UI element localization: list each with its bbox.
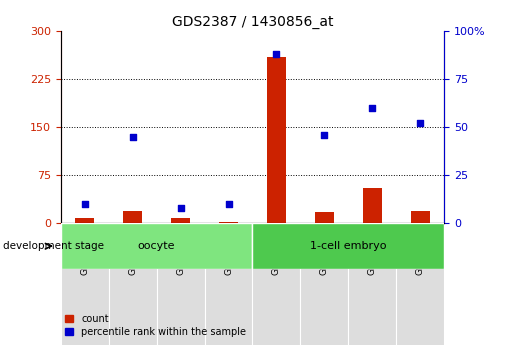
Bar [315, 212, 334, 223]
FancyBboxPatch shape [109, 223, 157, 345]
Bar [363, 188, 382, 223]
Bar [61, 223, 252, 269]
Text: development stage: development stage [3, 241, 104, 251]
Legend: count, percentile rank within the sample: count, percentile rank within the sample [66, 314, 246, 337]
Point [416, 121, 424, 126]
FancyBboxPatch shape [300, 223, 348, 345]
Point [272, 51, 280, 57]
Bar [267, 57, 286, 223]
Text: oocyte: oocyte [138, 241, 175, 251]
Bar [252, 223, 444, 269]
Title: GDS2387 / 1430856_at: GDS2387 / 1430856_at [172, 14, 333, 29]
Bar [171, 218, 190, 223]
Bar [219, 222, 238, 223]
FancyBboxPatch shape [61, 223, 109, 345]
Point [224, 201, 232, 207]
Point [128, 134, 136, 140]
Bar [75, 218, 94, 223]
FancyBboxPatch shape [348, 223, 396, 345]
Bar [123, 210, 142, 223]
Point [320, 132, 328, 138]
Text: 1-cell embryo: 1-cell embryo [310, 241, 387, 251]
FancyBboxPatch shape [396, 223, 444, 345]
Point [176, 205, 184, 211]
FancyBboxPatch shape [252, 223, 300, 345]
FancyBboxPatch shape [205, 223, 252, 345]
Point [80, 201, 89, 207]
Bar [411, 210, 430, 223]
FancyBboxPatch shape [157, 223, 205, 345]
Point [368, 105, 376, 111]
